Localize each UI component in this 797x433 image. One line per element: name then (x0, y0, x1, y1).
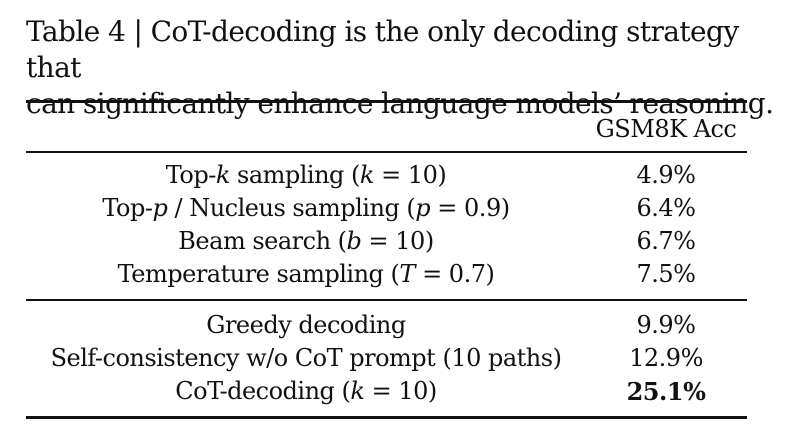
table-row: Greedy decoding 9.9% (26, 309, 747, 342)
bottom-rule (26, 416, 747, 419)
header-rule (26, 151, 747, 153)
caption-line-2: can significantly enhance language model… (26, 87, 774, 120)
caption-line-1: Table 4 | CoT-decoding is the only decod… (26, 15, 739, 84)
accuracy-cell-best: 25.1% (626, 377, 706, 406)
accuracy-cell: 7.5% (636, 260, 696, 288)
top-rule (26, 100, 747, 103)
method-cell: Temperature sampling (T = 0.7) (117, 260, 495, 288)
column-header-gsm8k-acc: GSM8K Acc (595, 115, 737, 143)
table-caption: Table 4 | CoT-decoding is the only decod… (26, 14, 786, 122)
table-row: Self-consistency w/o CoT prompt (10 path… (26, 342, 747, 375)
table-row: Top-p / Nucleus sampling (p = 0.9) 6.4% (26, 192, 747, 225)
method-cell: Self-consistency w/o CoT prompt (10 path… (50, 344, 562, 372)
method-cell: Greedy decoding (206, 311, 406, 339)
method-cell: Beam search (b = 10) (178, 227, 434, 255)
accuracy-cell: 6.7% (636, 227, 696, 255)
accuracy-cell: 9.9% (636, 311, 696, 339)
table-row: CoT-decoding (k = 10) 25.1% (26, 375, 747, 408)
accuracy-cell: 12.9% (629, 344, 703, 372)
accuracy-cell: 4.9% (636, 161, 696, 189)
method-cell: Top-k sampling (k = 10) (165, 161, 447, 189)
method-cell: Top-p / Nucleus sampling (p = 0.9) (102, 194, 510, 222)
table-row: Temperature sampling (T = 0.7) 7.5% (26, 258, 747, 291)
method-cell: CoT-decoding (k = 10) (175, 377, 437, 405)
accuracy-cell: 6.4% (636, 194, 696, 222)
group-separator-rule (26, 299, 747, 301)
table-row: Top-k sampling (k = 10) 4.9% (26, 159, 747, 192)
table-row: Beam search (b = 10) 6.7% (26, 225, 747, 258)
